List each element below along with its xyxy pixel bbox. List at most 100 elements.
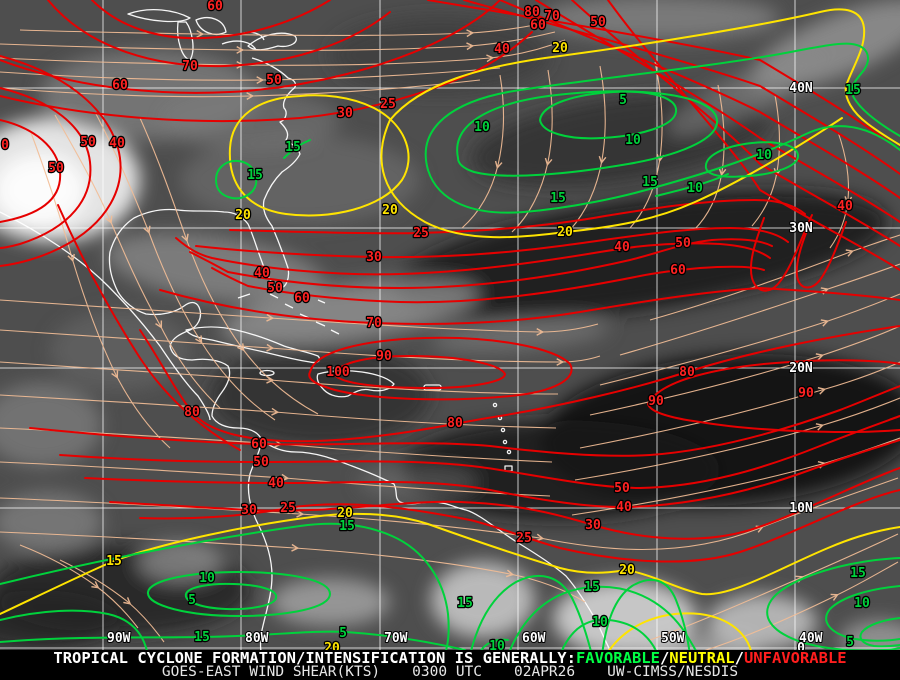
contour-label-red: 80 [447, 416, 463, 431]
headline-slash1: / [659, 649, 670, 667]
contour-label-green: 15 [845, 83, 861, 98]
grid-labels: 40N 30N 20N 10N 0 90W 80W 70W 60W 50W 40W [106, 80, 824, 650]
contour-label-green: 5 [846, 635, 854, 650]
contour-label-green: 10 [625, 133, 641, 148]
headline-favorable: FAVORABLE [575, 649, 660, 667]
contour-label-red: 70 [182, 59, 198, 74]
contour-label-red: 60 [670, 263, 686, 278]
contour-label-red: 60 [294, 291, 310, 306]
contour-label-yellow: 20 [235, 208, 251, 223]
contour-label-green: 5 [188, 593, 196, 608]
contour-label-green: 10 [474, 120, 490, 135]
contour-label-red: 80 [184, 405, 200, 420]
contour-label-red: 30 [241, 503, 257, 518]
latitude-label: 40N [789, 81, 813, 96]
contour-label-red: 30 [366, 250, 382, 265]
latitude-label: 30N [789, 221, 813, 236]
contour-label-red: 40 [837, 199, 853, 214]
contour-label-yellow: 20 [337, 506, 353, 521]
contour-label-yellow: 20 [619, 563, 635, 578]
contour-label-green: 5 [339, 626, 347, 641]
contour-label-red: 40 [254, 266, 270, 281]
contour-label-red: 25 [380, 97, 396, 112]
contour-label-red: 50 [590, 15, 606, 30]
shear-contours-red [0, 0, 900, 563]
latitude-label: 20N [789, 361, 813, 376]
latitude-label: 10N [789, 501, 813, 516]
credit-time: 0300 UTC [412, 664, 483, 680]
contour-label-green: 15 [339, 519, 355, 534]
credit-line: GOES-EAST WIND SHEAR(KTS) 0300 UTC 02APR… [0, 664, 900, 680]
contour-label-red: 50 [614, 481, 630, 496]
longitude-label: 40W [799, 631, 823, 646]
contour-label-green: 15 [584, 580, 600, 595]
contour-label-red: 60 [112, 78, 128, 93]
contour-label-red: 70 [366, 316, 382, 331]
contour-label-red: 25 [413, 226, 429, 241]
longitude-label: 90W [107, 631, 131, 646]
caption-bar: TROPICAL CYCLONE FORMATION/INTENSIFICATI… [0, 650, 900, 680]
contour-label-green: 15 [850, 566, 866, 581]
contour-label-red: 25 [280, 501, 296, 516]
satellite-background [0, 0, 900, 650]
contour-label-red: 50 [675, 236, 691, 251]
contour-label-red: 80 [679, 365, 695, 380]
contour-label-green: 10 [199, 571, 215, 586]
contour-label-red: 70 [544, 9, 560, 24]
contour-label-green: 15 [457, 596, 473, 611]
contour-label-red: 40 [109, 136, 125, 151]
contour-label-green: 15 [285, 140, 301, 155]
contour-label-red: 40 [494, 42, 510, 57]
contour-label-red: 40 [616, 500, 632, 515]
contour-label-red: 90 [798, 386, 814, 401]
longitude-label: 70W [384, 631, 408, 646]
contour-label-yellow: 15 [106, 554, 122, 569]
contour-label-red: 0 [1, 138, 9, 153]
shear-contours-green [0, 42, 900, 650]
longitude-label: 80W [245, 631, 269, 646]
contour-label-red: 100 [326, 365, 350, 380]
contour-label-red: 50 [253, 455, 269, 470]
contour-label-yellow: 20 [324, 641, 340, 650]
contour-label-red: 80 [524, 5, 540, 20]
longitude-label: 50W [661, 631, 685, 646]
contour-label-red: 60 [207, 0, 223, 14]
contour-label-green: 10 [756, 148, 772, 163]
credit-product: GOES-EAST WIND SHEAR(KTS) [161, 664, 381, 680]
contour-label-yellow: 20 [552, 41, 568, 56]
credit-date: 02APR26 [514, 664, 576, 680]
headline-prefix: TROPICAL CYCLONE FORMATION/INTENSIFICATI… [53, 649, 576, 667]
contour-label-yellow: 20 [557, 225, 573, 240]
contour-label-red: 50 [267, 281, 283, 296]
latitude-label: 0 [797, 641, 805, 650]
contour-label-green: 15 [194, 630, 210, 645]
contour-label-red: 60 [530, 18, 546, 33]
contour-label-red: 90 [376, 349, 392, 364]
headline-text: TROPICAL CYCLONE FORMATION/INTENSIFICATI… [0, 650, 900, 666]
contour-label-green: 5 [619, 93, 627, 108]
contour-label-green: 10 [687, 181, 703, 196]
contour-label-red: 40 [614, 240, 630, 255]
contour-label-red: 30 [337, 106, 353, 121]
contour-label-red: 90 [648, 394, 664, 409]
contour-label-red: 25 [516, 531, 532, 546]
contour-label-red: 30 [585, 518, 601, 533]
contour-label-green: 15 [247, 168, 263, 183]
contour-label-green: 10 [592, 615, 608, 630]
headline-slash2: / [734, 649, 744, 667]
credit-source: UW-CIMSS/NESDIS [607, 664, 739, 680]
contour-label-red: 40 [268, 476, 284, 491]
contour-label-green: 10 [489, 639, 505, 650]
contour-label-green: 10 [854, 596, 870, 611]
longitude-label: 60W [522, 631, 546, 646]
contour-label-green: 15 [642, 175, 658, 190]
contour-label-red: 50 [48, 161, 64, 176]
headline-neutral: NEUTRAL [669, 649, 735, 667]
headline-unfavorable: UNFAVORABLE [743, 649, 847, 667]
contour-label-red: 60 [251, 437, 267, 452]
contour-label-yellow: 20 [382, 203, 398, 218]
contour-label-green: 15 [550, 191, 566, 206]
